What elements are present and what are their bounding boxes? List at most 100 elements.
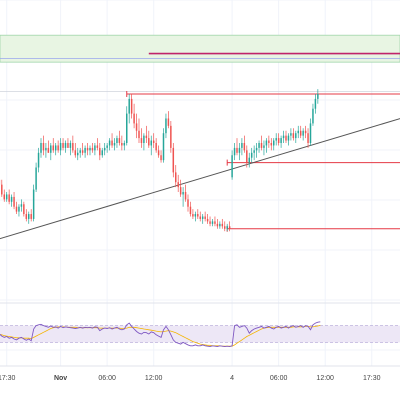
candle-body xyxy=(99,147,101,156)
candle-body xyxy=(145,135,148,139)
candle-body xyxy=(170,125,172,148)
candle-body xyxy=(18,206,20,212)
candle-body xyxy=(121,143,123,146)
candle-body xyxy=(273,140,275,146)
candle-body xyxy=(255,147,258,151)
candle-body xyxy=(309,123,312,143)
candle-body xyxy=(20,204,23,207)
candle-body xyxy=(140,138,143,143)
candle-body xyxy=(295,133,297,139)
candle-body xyxy=(268,140,270,143)
candle-body xyxy=(253,150,255,153)
candle-body xyxy=(116,138,118,143)
candle-body xyxy=(79,150,81,153)
candle-body xyxy=(224,226,226,229)
candle-body xyxy=(25,214,28,219)
candle-body xyxy=(314,98,317,109)
x-tick-label: 17:30 xyxy=(0,375,16,382)
candle-body xyxy=(69,143,72,148)
candle-body xyxy=(37,152,40,168)
candle-body xyxy=(258,143,260,148)
candle-body xyxy=(246,150,248,163)
candle-body xyxy=(150,140,152,146)
candle-body xyxy=(103,147,106,151)
rsi-line xyxy=(0,321,321,348)
candle-body xyxy=(162,133,165,161)
candle-body xyxy=(280,138,282,143)
candle-body xyxy=(135,123,138,131)
x-tick-label: 4 xyxy=(230,375,234,382)
candle-body xyxy=(91,147,94,151)
x-tick-label: 06:00 xyxy=(98,375,116,382)
trendline xyxy=(0,118,400,240)
candle-body xyxy=(3,194,5,200)
candle-body xyxy=(277,138,280,143)
x-tick-label: 12:00 xyxy=(145,375,163,382)
candle-body xyxy=(221,223,224,227)
candle-body xyxy=(84,147,86,153)
candle-body xyxy=(317,94,319,99)
candle-body xyxy=(1,184,3,195)
candle-body xyxy=(187,199,189,207)
candle-body xyxy=(118,138,121,143)
candle-body xyxy=(143,135,145,143)
candle-body xyxy=(106,145,108,148)
horizontal-levels xyxy=(0,91,400,232)
candle-body xyxy=(236,147,238,153)
candlesticks xyxy=(0,89,319,232)
candle-body xyxy=(182,192,184,195)
candle-body xyxy=(209,221,211,224)
candle-body xyxy=(52,145,54,151)
candle-body xyxy=(304,130,307,134)
candle-body xyxy=(175,172,177,183)
candle-body xyxy=(86,147,89,151)
candle-body xyxy=(108,140,111,146)
candle-body xyxy=(263,145,265,148)
candle-body xyxy=(74,150,77,156)
rsi-pane xyxy=(0,321,400,348)
candle-body xyxy=(260,143,263,148)
candle-body xyxy=(282,135,285,139)
candle-body xyxy=(157,150,160,156)
candle-body xyxy=(77,152,79,156)
candle-body xyxy=(197,214,199,217)
candle-body xyxy=(201,216,204,219)
candle-body xyxy=(228,226,231,229)
candle-body xyxy=(275,138,277,141)
candle-body xyxy=(32,189,35,219)
candle-body xyxy=(10,196,13,202)
candle-body xyxy=(35,167,37,190)
candle-body xyxy=(172,147,175,173)
candle-body xyxy=(94,145,96,151)
candle-body xyxy=(248,157,250,163)
candle-body xyxy=(299,130,302,136)
candle-body xyxy=(15,206,18,212)
x-tick-label: Nov xyxy=(54,375,67,382)
candle-body xyxy=(155,143,157,151)
candle-body xyxy=(211,221,214,224)
candle-body xyxy=(57,145,59,151)
candle-body xyxy=(89,147,91,151)
candle-body xyxy=(219,223,221,227)
candle-body xyxy=(67,143,69,148)
supply-zone xyxy=(0,34,400,63)
candle-body xyxy=(177,182,179,188)
candle-body xyxy=(206,218,209,222)
candle-body xyxy=(45,147,47,151)
candle-body xyxy=(204,216,206,219)
candle-body xyxy=(47,147,50,153)
candle-body xyxy=(8,194,10,202)
candle-body xyxy=(226,226,228,229)
candle-body xyxy=(113,143,116,146)
candle-body xyxy=(192,214,194,217)
candle-body xyxy=(241,143,243,148)
candle-body xyxy=(265,140,268,146)
candle-body xyxy=(250,152,253,158)
x-tick-label: 06:00 xyxy=(270,375,288,382)
candle-body xyxy=(287,135,290,141)
candle-body xyxy=(233,147,236,156)
candle-body xyxy=(231,155,233,178)
candle-body xyxy=(297,130,299,134)
candle-body xyxy=(292,133,295,139)
